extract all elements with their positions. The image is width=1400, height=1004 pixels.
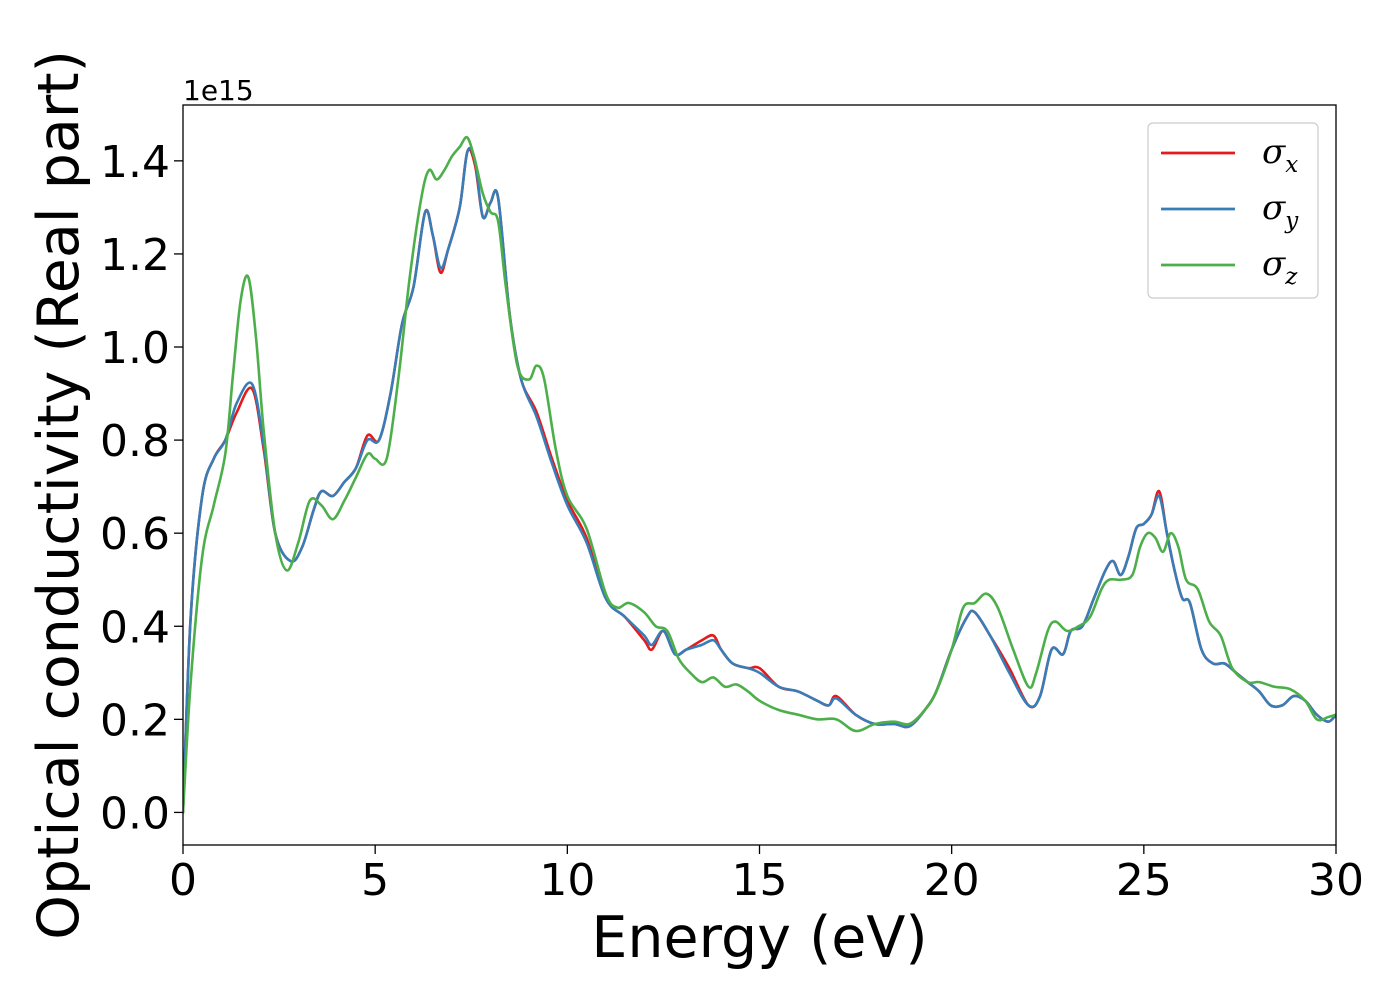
series-line-z xyxy=(183,135,1336,814)
x-tick-label: 15 xyxy=(732,855,788,906)
y-tick-label: 0.0 xyxy=(100,788,170,839)
y-tick-label: 1.2 xyxy=(100,230,170,281)
legend-label-base: σ xyxy=(1262,188,1286,228)
legend-box xyxy=(1147,122,1319,299)
series-line-y xyxy=(183,146,1336,814)
y-tick-label: 0.8 xyxy=(100,416,170,467)
x-tick-label: 25 xyxy=(1116,855,1172,906)
legend-label-subscript: y xyxy=(1284,208,1299,234)
y-axis-offset-label: 1e15 xyxy=(183,74,254,107)
series-layer xyxy=(183,135,1336,814)
legend-label-base: σ xyxy=(1262,132,1286,172)
x-tick-label: 30 xyxy=(1308,855,1364,906)
x-tick-label: 0 xyxy=(169,855,197,906)
legend-label-subscript: z xyxy=(1284,264,1298,290)
legend-label-y: σy xyxy=(1262,188,1299,234)
legend-label-base: σ xyxy=(1262,244,1286,284)
y-tick-label: 0.4 xyxy=(100,602,170,653)
legend-label-subscript: x xyxy=(1285,152,1298,178)
y-axis-ticks: 0.0 0.2 0.4 0.6 0.8 1.0 1.2 1.4 xyxy=(100,137,183,839)
x-axis-label: Energy (eV) xyxy=(591,905,927,971)
x-tick-label: 5 xyxy=(361,855,389,906)
x-axis-ticks: 0 5 10 15 20 25 30 xyxy=(169,845,1364,906)
y-tick-label: 0.6 xyxy=(100,509,170,560)
x-tick-label: 20 xyxy=(924,855,980,906)
legend-label-z: σz xyxy=(1262,244,1298,290)
y-tick-label: 1.4 xyxy=(100,137,170,188)
y-axis-label: Optical conductivity (Real part) xyxy=(26,50,92,940)
y-tick-label: 1.0 xyxy=(100,323,170,374)
y-tick-label: 0.2 xyxy=(100,695,170,746)
x-tick-label: 10 xyxy=(539,855,595,906)
legend-label-x: σx xyxy=(1262,132,1298,178)
